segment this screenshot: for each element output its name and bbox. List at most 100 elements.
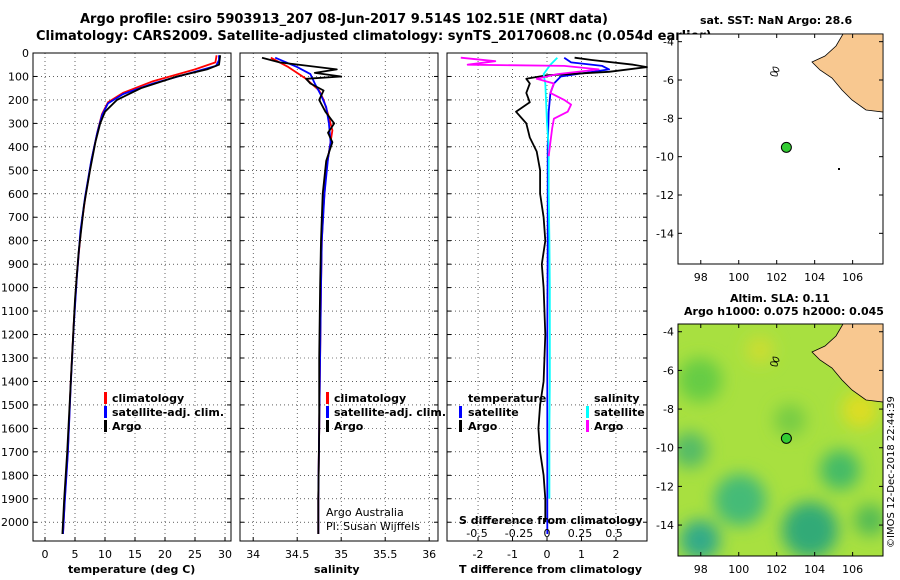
sla-field bbox=[678, 324, 883, 556]
x-tick-label: 20 bbox=[158, 548, 172, 561]
t-difference-xlabel: T difference from climatology bbox=[459, 563, 642, 576]
lat-tick-label: -12 bbox=[656, 480, 674, 493]
x-tick-label: 30 bbox=[218, 548, 232, 561]
temperature-legend: climatology satellite-adj. clim. Argo bbox=[104, 392, 224, 433]
argo-location-marker bbox=[780, 141, 792, 153]
series-t-argo bbox=[515, 56, 648, 523]
depth-tick-label: 300 bbox=[8, 117, 29, 130]
series-argo bbox=[61, 55, 222, 535]
lat-tick-label: -12 bbox=[656, 189, 674, 202]
salinity-series bbox=[261, 56, 343, 534]
annotation-argo-australia: Argo Australia bbox=[326, 506, 404, 519]
sst-map-title: sat. SST: NaN Argo: 28.6 bbox=[700, 14, 852, 27]
salinity-tick-labels: 34 34.5 35 35.5 36 bbox=[246, 548, 436, 561]
lat-tick-label: -6 bbox=[663, 74, 674, 87]
imos-credit: ©IMOS 12-Dec-2018 22:44:39 bbox=[886, 396, 897, 548]
legend-argo-label: Argo bbox=[112, 420, 142, 433]
x-tick-label: 0 bbox=[544, 548, 551, 561]
depth-tick-label: 1500 bbox=[1, 399, 29, 412]
lon-tick-label: 106 bbox=[842, 563, 863, 576]
x-tick-label: -1 bbox=[507, 548, 518, 561]
depth-tick-label: 1800 bbox=[1, 469, 29, 482]
lat-tick-label: -14 bbox=[656, 227, 674, 240]
s-tick-label: 0.5 bbox=[605, 527, 623, 540]
depth-tick-label: 1900 bbox=[1, 493, 29, 506]
depth-tick-label: 2000 bbox=[1, 516, 29, 529]
temperature-axes-box bbox=[32, 52, 232, 542]
x-tick-label: -2 bbox=[473, 548, 484, 561]
lat-tick-label: -8 bbox=[663, 112, 674, 125]
lat-tick-label: -8 bbox=[663, 403, 674, 416]
s-tick-label: 0.25 bbox=[568, 527, 593, 540]
lat-tick-label: -14 bbox=[656, 519, 674, 532]
s-difference-xlabel: S difference from climatology bbox=[459, 514, 643, 527]
sst-map-ticks: 98 100 102 104 106 -4 -6 -8 -10 -12 -14 bbox=[656, 34, 883, 284]
lon-tick-label: 98 bbox=[694, 563, 708, 576]
depth-tick-label: 1200 bbox=[1, 329, 29, 342]
legend-satellite-swatch bbox=[104, 406, 107, 418]
salinity-xlabel: salinity bbox=[314, 563, 360, 576]
x-tick-label: 35.5 bbox=[373, 548, 398, 561]
s-tick-label: 0 bbox=[544, 527, 551, 540]
salinity-legend: climatology satellite-adj. clim. Argo bbox=[326, 392, 446, 433]
legend-s-satellite-swatch bbox=[586, 406, 589, 418]
lat-tick-label: -4 bbox=[663, 326, 674, 339]
temperature-tick-labels: 0 5 10 15 20 25 30 bbox=[42, 548, 233, 561]
depth-tick-label: 1000 bbox=[1, 282, 29, 295]
legend-s-satellite-label: satellite bbox=[594, 406, 645, 419]
sst-map: sat. SST: NaN Argo: 28.6 98 100 102 104 106 -… bbox=[656, 14, 884, 284]
sla-map-ticks: 98 100 102 104 106 -4 -6 -8 -10 -12 -14 bbox=[656, 324, 883, 576]
x-tick-label: 2 bbox=[612, 548, 619, 561]
salinity-panel: 34 34.5 35 35.5 36 salinity climatology sate… bbox=[239, 52, 446, 576]
title-line-1: Argo profile: csiro 5903913_207 08-Jun-2… bbox=[80, 12, 608, 27]
depth-tick-label: 700 bbox=[8, 211, 29, 224]
x-tick-label: 34 bbox=[246, 548, 260, 561]
legend-t-argo-swatch bbox=[459, 420, 462, 432]
lat-tick-label: -4 bbox=[663, 36, 674, 49]
depth-tick-label: 1400 bbox=[1, 375, 29, 388]
series-s-argo bbox=[460, 56, 600, 157]
difference-panel: -2 -1 0 1 2 -0.5 -0.25 0 0.25 0.5 S difference f… bbox=[446, 52, 648, 576]
depth-tick-label: 600 bbox=[8, 188, 29, 201]
temperature-panel: 0100200300400500600700800900100011001200… bbox=[1, 47, 232, 576]
x-tick-label: 10 bbox=[98, 548, 112, 561]
x-tick-label: 25 bbox=[188, 548, 202, 561]
legend-climatology-swatch bbox=[104, 392, 107, 404]
x-tick-label: 1 bbox=[578, 548, 585, 561]
lon-tick-label: 102 bbox=[766, 271, 787, 284]
legend-climatology-swatch bbox=[326, 392, 329, 404]
legend-climatology-label: climatology bbox=[334, 392, 406, 405]
legend-t-satellite-swatch bbox=[459, 406, 462, 418]
temperature-xlabel: temperature (deg C) bbox=[68, 563, 195, 576]
depth-tick-label: 400 bbox=[8, 141, 29, 154]
legend-s-argo-swatch bbox=[586, 420, 589, 432]
salinity-grid bbox=[240, 52, 438, 541]
depth-tick-label: 900 bbox=[8, 258, 29, 271]
legend-satellite-label: satellite-adj. clim. bbox=[334, 406, 446, 419]
depth-tick-label: 100 bbox=[8, 70, 29, 83]
lon-tick-label: 104 bbox=[804, 271, 825, 284]
lon-tick-label: 104 bbox=[804, 563, 825, 576]
sumatra-land bbox=[811, 33, 884, 113]
legend-argo-swatch bbox=[326, 420, 329, 432]
depth-tick-label: 200 bbox=[8, 94, 29, 107]
sla-map-frame bbox=[677, 323, 884, 557]
x-tick-label: 15 bbox=[128, 548, 142, 561]
lon-tick-label: 100 bbox=[728, 563, 749, 576]
island-dot bbox=[838, 168, 840, 170]
temperature-series bbox=[61, 55, 222, 535]
depth-tick-label: 1600 bbox=[1, 422, 29, 435]
sumatra-land bbox=[811, 323, 884, 403]
lon-tick-label: 100 bbox=[728, 271, 749, 284]
legend-climatology-label: climatology bbox=[112, 392, 184, 405]
x-tick-label: 35 bbox=[334, 548, 348, 561]
x-tick-label: 0 bbox=[42, 548, 49, 561]
salinity-axes-box bbox=[239, 52, 439, 542]
temperature-grid bbox=[33, 52, 231, 541]
s-tick-label: -0.25 bbox=[505, 527, 533, 540]
legend-t-satellite-label: satellite bbox=[468, 406, 519, 419]
islands-outline bbox=[770, 356, 780, 367]
s-tick-label: -0.5 bbox=[466, 527, 487, 540]
legend-salinity-header: salinity bbox=[594, 392, 640, 405]
sla-map: Altim. SLA: 0.11 Argo h1000: 0.075 h2000… bbox=[656, 292, 884, 576]
